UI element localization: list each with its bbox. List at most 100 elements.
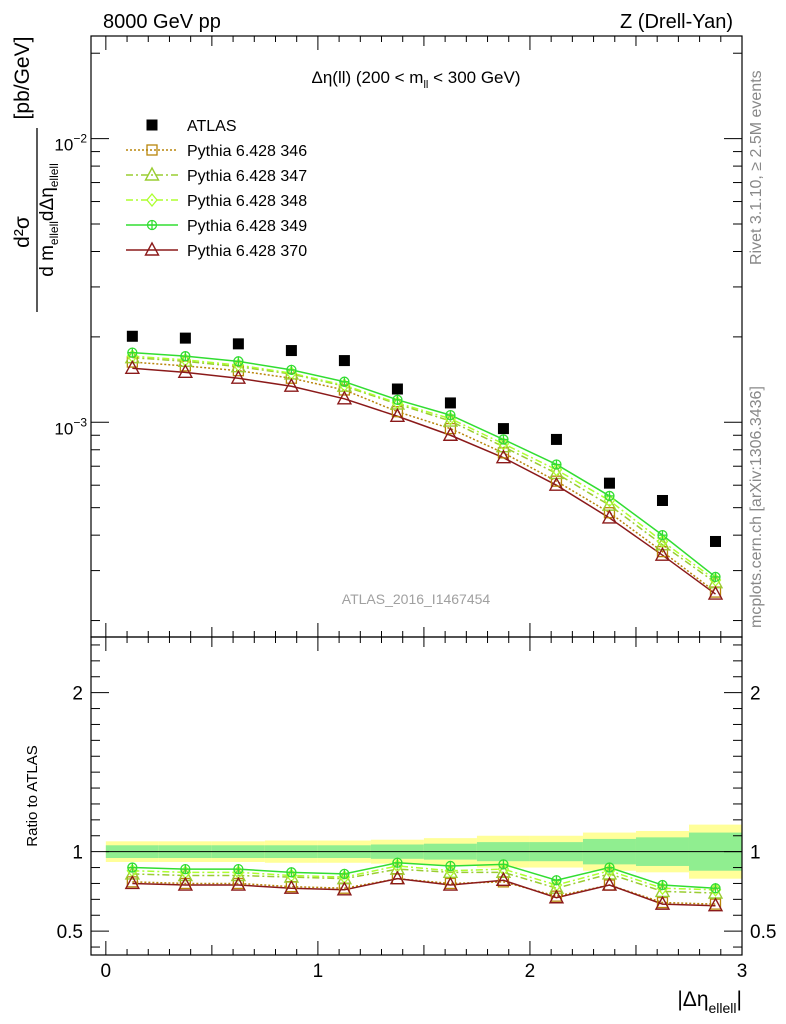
ratio-y-tick-label: 2 [72, 684, 83, 705]
legend: ATLAS Pythia 6.428 346 Pythia 6.428 347 Pyt… [126, 118, 307, 260]
data-point-pythia-6-428-349 [286, 364, 297, 376]
main-title: Δη(ll) (200 < mll < 300 GeV) [311, 68, 520, 91]
ratio-y-tick-label-right: 0.5 [750, 922, 776, 943]
ratio-series-lines [132, 862, 716, 907]
ratio-point-pythia-6-428-349 [498, 859, 509, 870]
data-point-atlas [444, 397, 456, 409]
main-axis-ticks [91, 36, 743, 637]
header-right: Z (Drell-Yan) [620, 11, 733, 33]
data-point-pythia-6-428-346 [603, 507, 616, 519]
x-tick-labels: 0 1 2 3 [101, 961, 748, 982]
data-point-pythia-6-428-370 [336, 390, 353, 405]
legend-label: Pythia 6.428 347 [187, 168, 307, 185]
legend-entry-pythia-6-428-349: Pythia 6.428 349 [126, 218, 307, 235]
data-point-pythia-6-428-349 [498, 434, 509, 445]
data-point-pythia-6-428-370 [283, 377, 300, 392]
ratio-point-pythia-6-428-370 [389, 870, 406, 885]
ratio-series-markers [124, 857, 724, 912]
ratio-point-pythia-6-428-370 [548, 889, 565, 904]
ratio-y-tick-label: 1 [72, 843, 83, 864]
data-point-atlas [709, 535, 721, 547]
data-point-pythia-6-428-370 [548, 476, 565, 491]
data-point-atlas [603, 477, 615, 489]
legend-label: Pythia 6.428 346 [187, 143, 307, 160]
data-point-pythia-6-428-370 [707, 585, 724, 600]
ratio-point-pythia-6-428-370 [442, 876, 459, 891]
data-point-pythia-6-428-349 [127, 347, 138, 358]
legend-label: ATLAS [187, 118, 237, 135]
ratio-point-pythia-6-428-370 [707, 897, 724, 912]
data-point-pythia-6-428-370 [124, 359, 141, 374]
ylabel-numerator: d²σ [11, 216, 34, 248]
mcplots-label: mcplots.cern.ch [arXiv:1306.3436] [748, 386, 765, 628]
ylabel-unit: [pb/GeV] [11, 37, 34, 120]
series-line-pythia-6-428-349 [132, 351, 716, 578]
legend-label: Pythia 6.428 349 [187, 218, 307, 235]
data-point-atlas [285, 345, 297, 357]
data-point-pythia-6-428-349 [604, 490, 615, 502]
ratio-point-pythia-6-428-349 [180, 863, 191, 875]
ratio-y-tick-labels: 0.5 0.5 1 1 2 2 [57, 684, 777, 944]
ratio-axis-ticks [91, 637, 743, 955]
data-point-pythia-6-428-349 [551, 459, 562, 470]
y-tick-label: 10−3 [54, 415, 87, 438]
data-point-pythia-6-428-349 [392, 394, 403, 405]
ratio-point-pythia-6-428-349 [233, 863, 244, 875]
legend-marker [146, 144, 158, 156]
analysis-watermark: ATLAS_2016_I1467454 [342, 591, 491, 607]
data-point-atlas [338, 355, 350, 367]
ratio-point-pythia-6-428-370 [654, 895, 671, 910]
rivet-label: Rivet 3.1.10, ≥ 2.5M events [748, 70, 765, 265]
main-panel: Δη(ll) (200 < mll < 300 GeV) ATLAS_2016_… [11, 35, 743, 638]
ratio-y-tick-label-right: 1 [750, 843, 761, 864]
main-series-markers [124, 330, 724, 600]
legend-marker [144, 166, 160, 181]
x-tick-label: 1 [313, 961, 324, 982]
legend-marker [146, 119, 158, 131]
legend-marker [144, 241, 160, 256]
series-line-pythia-6-428-347 [132, 356, 716, 584]
data-point-pythia-6-428-349 [233, 356, 244, 367]
data-point-atlas [391, 383, 403, 395]
data-point-atlas [497, 423, 509, 435]
y-tick-label: 10−2 [54, 132, 87, 155]
ratio-line-pythia-6-428-370 [132, 877, 716, 907]
x-tick-label: 2 [525, 961, 536, 982]
data-point-pythia-6-428-349 [710, 571, 721, 583]
data-point-pythia-6-428-370 [389, 407, 406, 422]
ratio-point-pythia-6-428-370 [177, 876, 194, 891]
data-point-pythia-6-428-370 [442, 426, 459, 441]
ratio-point-pythia-6-428-349 [339, 868, 350, 880]
ratio-point-pythia-6-428-370 [495, 871, 512, 886]
ratio-point-pythia-6-428-349 [710, 883, 721, 894]
ratio-panel: 0.5 0.5 1 1 2 2 0 1 2 3 Ratio to ATLAS |Δηellell… [24, 636, 777, 1016]
legend-entry-pythia-6-428-348: Pythia 6.428 348 [126, 192, 307, 210]
data-point-atlas [656, 494, 668, 506]
data-point-pythia-6-428-370 [654, 546, 671, 561]
data-point-pythia-6-428-349 [657, 530, 668, 541]
ratio-line-pythia-6-428-346 [132, 877, 716, 905]
data-point-pythia-6-428-370 [230, 369, 247, 384]
header-left: 8000 GeV pp [103, 11, 221, 33]
legend-entry-pythia-6-428-346: Pythia 6.428 346 [126, 143, 307, 160]
legend-marker [146, 219, 158, 231]
series-line-pythia-6-428-370 [132, 367, 716, 595]
data-point-pythia-6-428-370 [495, 449, 512, 464]
ratio-y-axis-label: Ratio to ATLAS [24, 745, 41, 846]
ratio-point-pythia-6-428-348 [656, 881, 669, 896]
data-point-pythia-6-428-370 [177, 363, 194, 379]
ratio-point-pythia-6-428-349 [392, 857, 403, 868]
x-tick-label: 3 [737, 961, 748, 982]
ratio-point-pythia-6-428-349 [657, 879, 668, 891]
data-point-pythia-6-428-346 [391, 406, 404, 418]
data-point-atlas [179, 332, 191, 344]
legend-marker [146, 192, 158, 208]
data-point-pythia-6-428-349 [445, 409, 456, 421]
data-point-pythia-6-428-349 [339, 376, 350, 387]
ratio-point-pythia-6-428-349 [604, 862, 615, 873]
ratio-point-pythia-6-428-349 [286, 867, 297, 878]
ratio-point-pythia-6-428-370 [230, 876, 247, 891]
ratio-line-pythia-6-428-347 [132, 868, 716, 894]
data-point-pythia-6-428-346 [444, 422, 457, 435]
